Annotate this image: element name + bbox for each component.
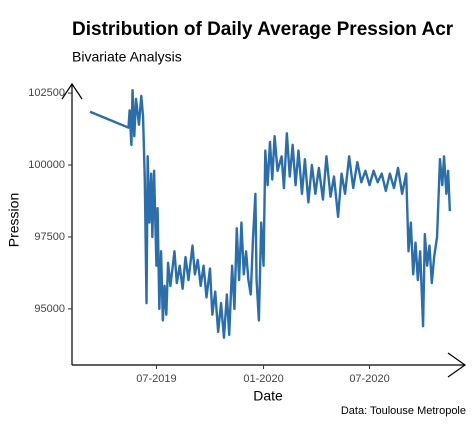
data-line: [89, 88, 452, 339]
chart-subtitle: Bivariate Analysis: [72, 49, 182, 65]
x-axis-arrow: [447, 352, 467, 378]
x-axis-label: Date: [253, 388, 283, 404]
x-tick-label: 01-2020: [243, 373, 283, 385]
y-tick-label: 95000: [34, 303, 65, 315]
y-tick-label: 97500: [34, 231, 65, 243]
y-tick-label: 100000: [28, 159, 65, 171]
y-axis-arrow: [61, 82, 83, 100]
y-axis-label: Pression: [6, 193, 22, 247]
x-tick-label: 07-2020: [349, 373, 389, 385]
caption: Data: Toulouse Metropole: [341, 405, 466, 417]
y-tick-label: 102500: [28, 87, 65, 99]
x-tick-label: 07-2019: [136, 373, 176, 385]
axes: [61, 82, 467, 378]
chart-title: Distribution of Daily Average Pression A…: [72, 19, 454, 40]
